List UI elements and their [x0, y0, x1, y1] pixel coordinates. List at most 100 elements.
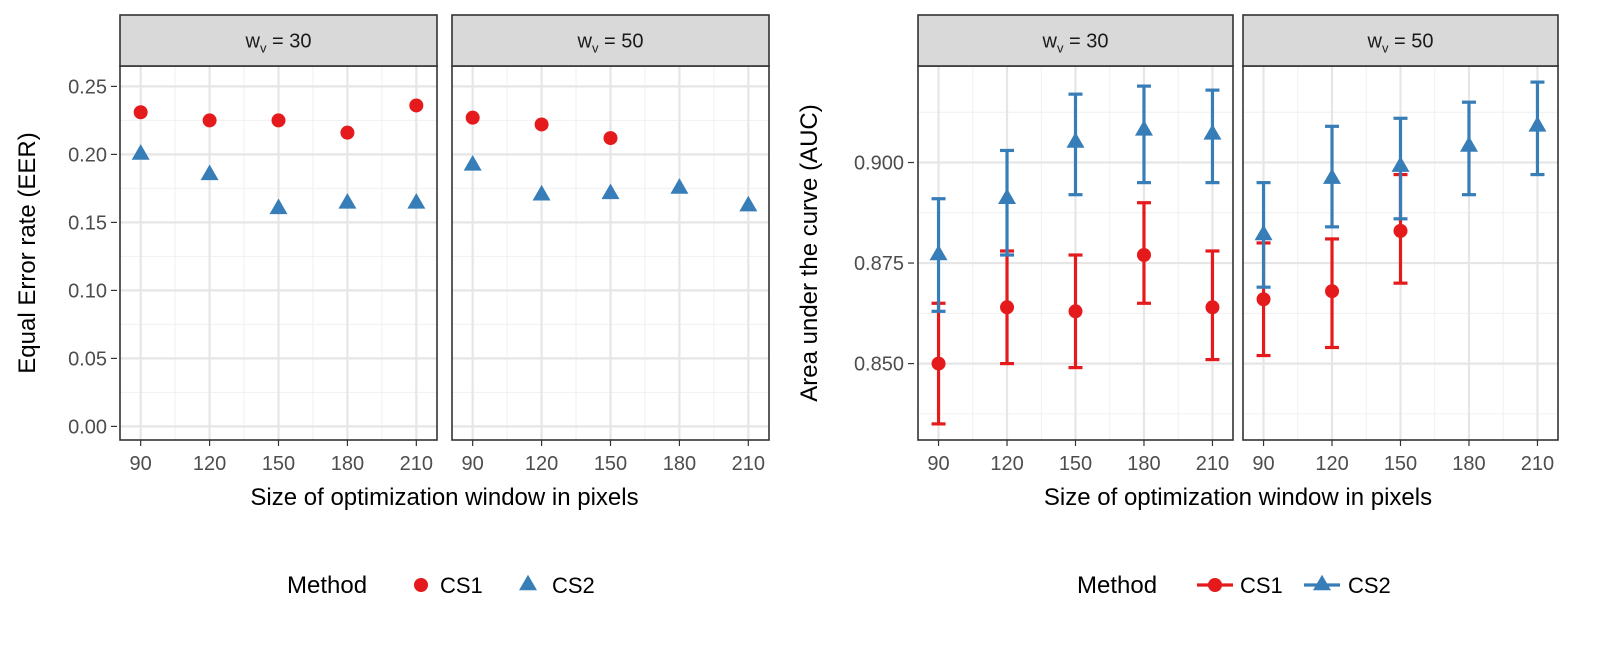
point-cs2	[200, 164, 219, 181]
x-tick-label: 210	[732, 453, 765, 475]
point-cs2	[670, 178, 689, 194]
point-cs1	[465, 110, 480, 125]
legend: Method CS1 CS2	[287, 572, 595, 599]
y-axis-title: Area under the curve (AUC)	[796, 104, 823, 401]
y-tick-label: 0.20	[68, 144, 107, 166]
y-tick-label: 0.05	[68, 348, 107, 370]
y-tick-label: 0.00	[68, 416, 107, 438]
facet-strip-label: wv = 30	[1042, 31, 1109, 56]
x-tick-label: 120	[1315, 453, 1348, 475]
facet-strip-label: wv = 50	[577, 31, 644, 56]
x-tick-label: 180	[663, 453, 696, 475]
facet-strip-label: wv = 50	[1367, 31, 1434, 56]
legend-key-cs2	[519, 574, 537, 591]
legend-key-cs2	[1313, 574, 1331, 591]
x-tick-label: 210	[400, 453, 433, 475]
y-tick-label: 0.850	[854, 354, 904, 376]
y-tick-label: 0.25	[68, 76, 107, 98]
point-cs1	[1256, 292, 1271, 307]
facet-strip	[451, 14, 770, 67]
point-cs1	[603, 131, 618, 146]
point-cs2	[407, 193, 426, 209]
y-axis-title: Equal Error rate (EER)	[14, 132, 41, 373]
series-cs1	[133, 98, 424, 140]
point-cs2	[1528, 116, 1547, 132]
series-cs1	[465, 110, 618, 146]
y-tick-label: 0.900	[854, 153, 904, 175]
x-tick-label: 180	[1127, 453, 1160, 475]
legend-key-cs1	[414, 578, 428, 592]
x-axis-title: Size of optimization window in pixels	[1044, 484, 1432, 511]
x-tick-label: 90	[462, 453, 484, 475]
point-cs2	[998, 188, 1017, 205]
strip-var: w	[245, 31, 261, 53]
strip-value: = 50	[598, 31, 643, 53]
legend-title: Method	[287, 572, 367, 599]
point-cs2	[1391, 156, 1410, 172]
legend-key-cs1	[1208, 578, 1222, 592]
series-cs2	[929, 84, 1222, 313]
point-cs2	[269, 198, 288, 215]
x-tick-label: 90	[927, 453, 949, 475]
point-cs2	[601, 183, 620, 200]
point-cs1	[1393, 223, 1408, 238]
strip-var: w	[1042, 31, 1058, 53]
x-tick-label: 150	[1384, 453, 1417, 475]
point-cs1	[409, 98, 424, 113]
facet-strip-label: wv = 30	[245, 31, 312, 56]
point-cs1	[133, 105, 148, 120]
point-cs2	[1323, 168, 1342, 184]
strip-subscript: v	[260, 41, 267, 56]
strip-value: = 30	[1063, 31, 1108, 53]
point-cs1	[1068, 304, 1083, 319]
facet-panel: wv = 30 90 120 150 180 210	[119, 14, 438, 475]
strip-value: = 50	[1388, 31, 1433, 53]
point-cs2	[338, 193, 357, 209]
y-tick-label: 0.10	[68, 280, 107, 302]
strip-subscript: v	[1382, 41, 1389, 56]
point-cs1	[271, 113, 286, 128]
x-tick-label: 150	[594, 453, 627, 475]
facet-strip	[1242, 14, 1559, 67]
x-tick-label: 120	[193, 453, 226, 475]
point-cs2	[463, 154, 482, 171]
facet-panel: wv = 50 90 120 150 180 210	[1242, 14, 1559, 475]
series-cs2	[131, 144, 426, 215]
legend-label-cs2: CS2	[1348, 573, 1391, 598]
strip-subscript: v	[592, 41, 599, 56]
x-tick-label: 90	[1252, 453, 1274, 475]
strip-value: = 30	[266, 31, 311, 53]
y-tick-label: 0.875	[854, 253, 904, 275]
point-cs1	[1000, 300, 1015, 315]
facet-panel: wv = 50 90 120 150 180 210	[451, 14, 770, 475]
point-cs2	[131, 144, 150, 160]
x-tick-label: 150	[262, 453, 295, 475]
point-cs2	[1459, 136, 1478, 152]
point-cs1	[202, 113, 217, 128]
x-tick-label: 120	[990, 453, 1023, 475]
legend-title: Method	[1077, 572, 1157, 599]
point-cs2	[929, 244, 948, 261]
x-tick-label: 180	[1452, 453, 1485, 475]
point-cs1	[1205, 300, 1220, 315]
strip-var: w	[1367, 31, 1383, 53]
x-tick-label: 210	[1521, 453, 1554, 475]
x-axis-title: Size of optimization window in pixels	[250, 484, 638, 511]
point-cs1	[340, 125, 355, 140]
point-cs2	[1254, 224, 1273, 241]
point-cs1	[1325, 284, 1340, 299]
point-cs2	[1066, 132, 1085, 148]
legend-label-cs1: CS1	[1240, 573, 1283, 598]
point-cs2	[739, 195, 758, 212]
x-tick-label: 210	[1196, 453, 1229, 475]
facet-strip	[917, 14, 1234, 67]
x-tick-label: 120	[525, 453, 558, 475]
facet-strip	[119, 14, 438, 67]
point-cs1	[931, 356, 946, 371]
legend-label-cs2: CS2	[552, 573, 595, 598]
legend: Method CS1 CS2	[1077, 572, 1391, 599]
series-cs2	[1254, 80, 1547, 289]
series-cs2	[463, 154, 758, 212]
strip-subscript: v	[1057, 41, 1064, 56]
